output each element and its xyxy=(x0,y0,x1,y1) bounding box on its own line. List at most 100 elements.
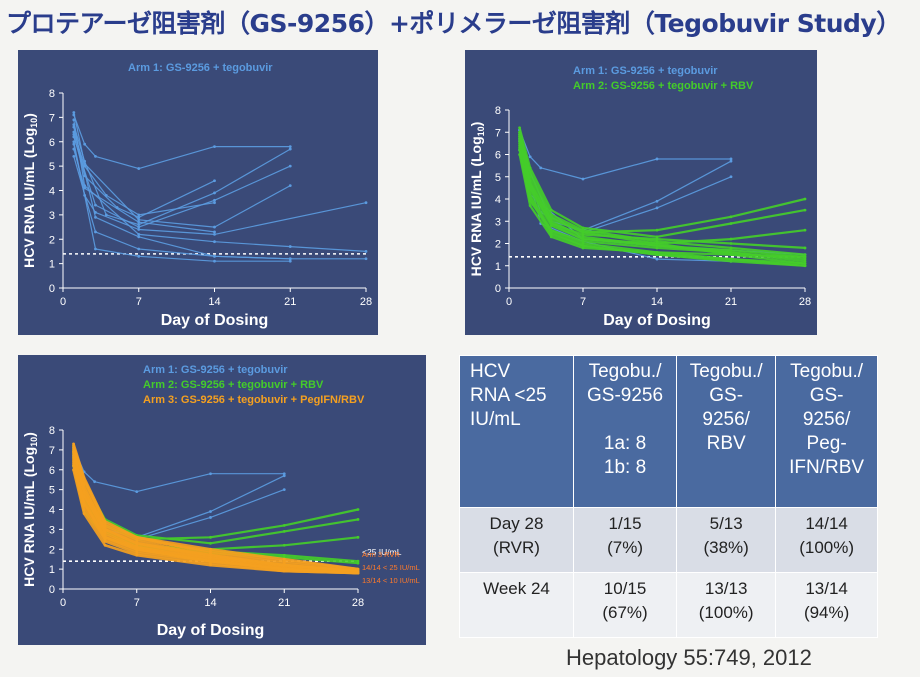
data-point xyxy=(518,135,521,139)
data-point xyxy=(104,213,108,217)
data-point xyxy=(288,245,292,248)
y-tick-label: 5 xyxy=(49,485,55,497)
x-tick-label: 0 xyxy=(60,597,66,609)
y-tick-label: 8 xyxy=(495,105,501,117)
cell-line: 13/14 xyxy=(805,579,848,598)
data-point xyxy=(288,257,292,261)
data-point xyxy=(356,559,360,563)
rvr-annotation: 14/14 < 25 IU/mL xyxy=(362,563,420,572)
data-point xyxy=(549,235,553,239)
data-point xyxy=(213,259,216,263)
data-point xyxy=(581,235,585,239)
cell-line: (67%) xyxy=(602,603,648,622)
header-line: RNA <25 xyxy=(470,385,547,406)
y-tick-label: 3 xyxy=(495,216,501,228)
data-point xyxy=(655,244,659,248)
y-axis-label: HCV RNA IU/mL (Log10) xyxy=(21,113,39,268)
data-point xyxy=(528,186,532,190)
header-line: 9256/ xyxy=(702,409,750,430)
data-point xyxy=(655,253,659,257)
table-header-cell: Tegobu./ GS- 9256/ Peg- IFN/RBV xyxy=(775,355,878,508)
chart-svg: 0 1 2 3 4 5 6 7 8 0 7 14 21 28 Day of Dosing HCV RNA IU… xyxy=(18,355,426,645)
chart-svg: 0 1 2 3 4 5 6 7 8 0 7 14 21 28 Day of Dosing HCV RNA IU… xyxy=(18,50,378,335)
data-point xyxy=(82,512,86,515)
citation: Hepatology 55:749, 2012 xyxy=(566,645,812,670)
data-point xyxy=(356,571,360,575)
x-tick-label: 7 xyxy=(580,296,586,308)
data-point xyxy=(803,255,807,259)
table-cell: 1/15 (7%) xyxy=(572,507,678,573)
data-point xyxy=(72,154,76,158)
data-point xyxy=(103,535,107,539)
y-tick-label: 5 xyxy=(49,161,55,173)
data-point xyxy=(83,162,87,166)
data-point xyxy=(135,490,139,494)
legend-entry: Arm 2: GS-9256 + tegobuvir + RBV xyxy=(573,80,754,92)
x-tick-label: 28 xyxy=(799,296,811,308)
data-point xyxy=(209,535,212,539)
data-point xyxy=(103,543,107,547)
data-point xyxy=(528,199,532,203)
rvr-annotation: 13/14 < 10 IU/mL xyxy=(362,576,420,585)
x-axis-label: Day of Dosing xyxy=(603,312,711,329)
data-point xyxy=(549,224,553,228)
data-point xyxy=(209,510,212,513)
data-point xyxy=(581,244,585,248)
data-point xyxy=(83,164,87,168)
data-point xyxy=(729,251,733,254)
data-point xyxy=(655,257,659,261)
x-tick-label: 21 xyxy=(278,597,290,609)
data-point xyxy=(135,553,139,557)
data-point xyxy=(356,508,360,511)
data-point xyxy=(93,480,97,484)
data-point xyxy=(518,130,521,134)
data-point xyxy=(803,197,807,201)
data-point xyxy=(655,157,659,161)
data-point xyxy=(803,246,807,250)
header-line: 1a: 8 xyxy=(603,433,647,454)
data-point xyxy=(518,126,521,130)
results-table: HCV RNA <25 IU/mL Tegobu./ GS-9256 1a: 8… xyxy=(459,355,878,638)
chart-arm1-arm2-arm3: 0 1 2 3 4 5 6 7 8 0 7 14 21 28 Day of Dosing HCV RNA IU… xyxy=(18,355,426,645)
series-line-arm1 xyxy=(73,156,366,260)
data-point xyxy=(209,472,212,476)
data-point xyxy=(137,247,141,251)
legend-entry: Arm 3: GS-9256 + tegobuvir + PegIFN/RBV xyxy=(143,394,365,406)
x-tick-label: 21 xyxy=(725,296,737,308)
data-point xyxy=(282,529,286,533)
table-cell: 13/13 (100%) xyxy=(676,572,777,638)
data-point xyxy=(137,254,141,258)
data-point xyxy=(72,462,75,466)
data-point xyxy=(729,257,733,261)
series-line-arm1 xyxy=(73,114,291,170)
x-tick-label: 21 xyxy=(284,296,296,308)
data-point xyxy=(82,490,86,494)
data-point xyxy=(213,232,216,236)
data-point xyxy=(356,518,360,521)
data-point xyxy=(581,230,585,234)
header-line: GS-9256 xyxy=(587,385,664,406)
data-point xyxy=(803,259,807,263)
legend-entry: Arm 1: GS-9256 + tegobuvir xyxy=(128,62,273,74)
data-point xyxy=(803,208,807,212)
data-point xyxy=(72,442,75,446)
data-point xyxy=(803,228,807,232)
header-line: GS- xyxy=(809,385,844,406)
y-tick-label: 6 xyxy=(49,137,55,149)
series-line-arm1 xyxy=(519,129,731,180)
x-tick-label: 14 xyxy=(651,296,663,308)
data-point xyxy=(72,444,75,448)
cell-line: 13/13 xyxy=(704,579,748,598)
data-point xyxy=(137,235,141,239)
data-point xyxy=(213,198,216,202)
series-line-arm1 xyxy=(73,119,367,252)
table-cell: 14/14 (100%) xyxy=(775,507,878,573)
legend-entry: Arm 2: GS-9256 + tegobuvir + RBV xyxy=(143,379,324,391)
y-tick-label: 0 xyxy=(49,283,55,295)
data-point xyxy=(729,222,733,225)
data-point xyxy=(549,222,553,225)
table-cell: 10/15 (67%) xyxy=(572,572,678,638)
data-point xyxy=(137,228,141,231)
data-point xyxy=(655,246,659,250)
cell-line: (100%) xyxy=(698,603,754,622)
